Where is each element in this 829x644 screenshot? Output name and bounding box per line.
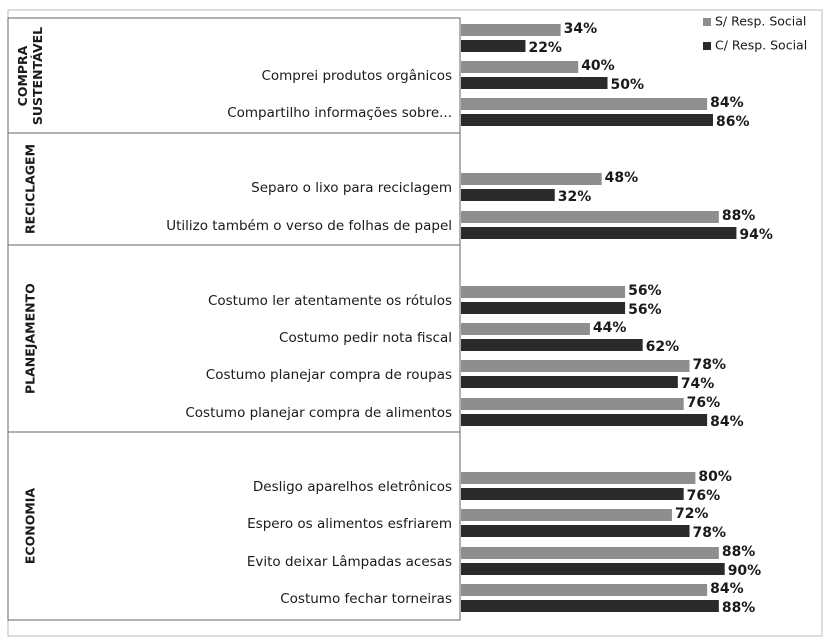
value-label: 48% bbox=[605, 170, 639, 186]
value-label: 84% bbox=[710, 414, 744, 430]
legend-swatch bbox=[703, 42, 711, 50]
value-label: 78% bbox=[693, 525, 727, 541]
value-label: 44% bbox=[593, 320, 627, 336]
bar bbox=[461, 584, 708, 596]
bar bbox=[461, 414, 708, 426]
bar bbox=[461, 40, 526, 52]
category-label: Espero os alimentos esfriarem bbox=[247, 516, 452, 532]
bar bbox=[461, 339, 643, 351]
value-label: 88% bbox=[722, 600, 756, 616]
bar bbox=[461, 189, 555, 201]
bar bbox=[461, 323, 590, 335]
category-label: Costumo pedir nota fiscal bbox=[279, 330, 452, 346]
category-label: Desligo aparelhos eletrônicos bbox=[253, 479, 452, 495]
bar bbox=[461, 376, 678, 388]
bar bbox=[461, 547, 719, 559]
bar bbox=[461, 173, 602, 185]
value-label: 88% bbox=[722, 208, 756, 224]
bar bbox=[461, 98, 708, 110]
value-label: 78% bbox=[693, 357, 727, 373]
value-label: 40% bbox=[581, 58, 615, 74]
value-label: 74% bbox=[681, 376, 715, 392]
group-label: PLANEJAMENTO bbox=[22, 282, 38, 394]
legend-label: C/ Resp. Social bbox=[715, 38, 807, 53]
category-label: Costumo planejar compra de roupas bbox=[206, 367, 452, 383]
category-label: Evito deixar Lâmpadas acesas bbox=[247, 554, 452, 570]
bar bbox=[461, 24, 561, 36]
bar bbox=[461, 360, 690, 372]
bar bbox=[461, 600, 719, 612]
value-label: 22% bbox=[528, 40, 562, 56]
value-label: 56% bbox=[628, 283, 662, 299]
value-label: 88% bbox=[722, 544, 756, 560]
bar bbox=[461, 302, 626, 314]
bar bbox=[461, 398, 684, 410]
value-label: 84% bbox=[710, 95, 744, 111]
category-label: Utilizo também o verso de folhas de pape… bbox=[166, 218, 452, 234]
group-label: RECICLAGEM bbox=[22, 143, 38, 235]
category-label: Compartilho informações sobre... bbox=[227, 105, 452, 121]
bar bbox=[461, 77, 608, 89]
bar bbox=[461, 509, 672, 521]
value-label: 84% bbox=[710, 581, 744, 597]
value-label: 90% bbox=[728, 563, 762, 579]
group-label: COMPRA SUSTENTÁVEL bbox=[15, 26, 45, 125]
bar bbox=[461, 563, 725, 575]
value-label: 62% bbox=[646, 339, 680, 355]
value-label: 72% bbox=[675, 506, 709, 522]
category-label: Costumo planejar compra de alimentos bbox=[185, 405, 452, 421]
group-label: ECONOMIA bbox=[22, 487, 38, 565]
category-label: Costumo ler atentamente os rótulos bbox=[208, 293, 452, 309]
value-label: 76% bbox=[687, 395, 721, 411]
bar bbox=[461, 472, 696, 484]
category-label: Separo o lixo para reciclagem bbox=[251, 180, 452, 196]
value-label: 86% bbox=[716, 114, 750, 130]
value-label: 94% bbox=[739, 227, 773, 243]
category-label: Costumo fechar torneiras bbox=[280, 591, 452, 607]
bar bbox=[461, 227, 737, 239]
bar bbox=[461, 61, 579, 73]
legend-swatch bbox=[703, 18, 711, 26]
bar bbox=[461, 488, 684, 500]
bar bbox=[461, 114, 713, 126]
bar bbox=[461, 211, 719, 223]
value-label: 76% bbox=[687, 488, 721, 504]
value-label: 32% bbox=[558, 189, 592, 205]
bar bbox=[461, 525, 690, 537]
value-label: 50% bbox=[611, 77, 645, 93]
category-label: Comprei produtos orgânicos bbox=[261, 68, 452, 84]
legend-label: S/ Resp. Social bbox=[715, 14, 806, 29]
value-label: 34% bbox=[564, 21, 598, 37]
value-label: 80% bbox=[698, 469, 732, 485]
bar bbox=[461, 286, 626, 298]
value-label: 56% bbox=[628, 302, 662, 318]
